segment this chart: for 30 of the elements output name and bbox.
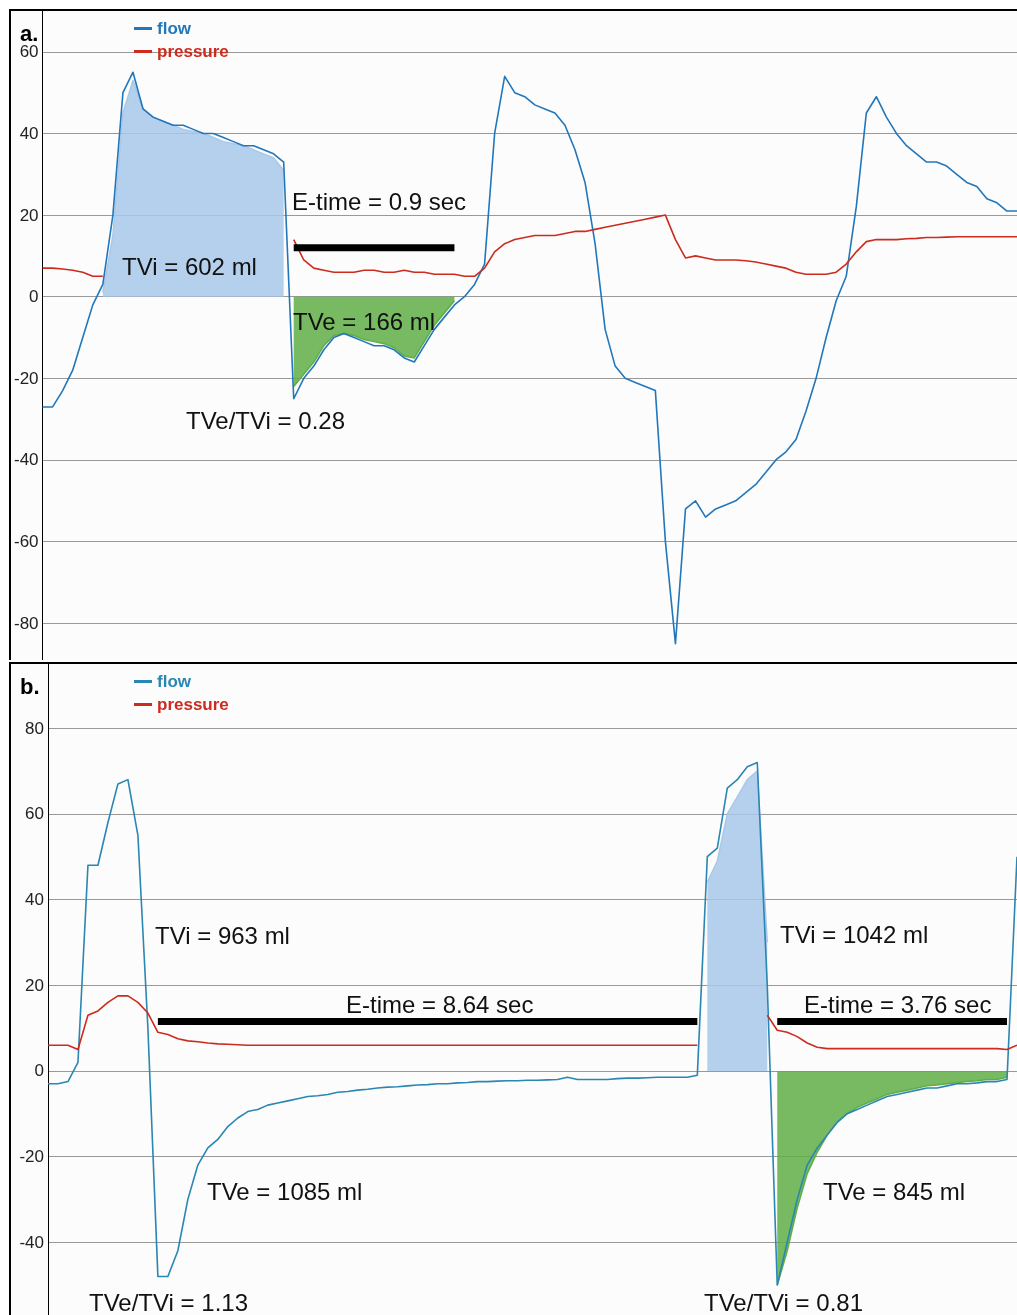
y-tick-label: 40 bbox=[19, 123, 39, 143]
annotation: TVe/TVi = 0.28 bbox=[186, 406, 345, 434]
y-tick-label: 80 bbox=[25, 718, 44, 738]
y-tick-label: -20 bbox=[13, 368, 39, 388]
legend-label: pressure bbox=[157, 42, 229, 61]
legend-label: flow bbox=[157, 19, 192, 38]
y-tick-label: 40 bbox=[25, 890, 44, 910]
annotation: TVi = 963 ml bbox=[155, 921, 290, 949]
annotation: E-time = 8.64 sec bbox=[346, 990, 534, 1018]
y-tick-label: 20 bbox=[25, 975, 44, 995]
annotation: TVe/TVi = 1.13 bbox=[89, 1288, 248, 1315]
y-tick-label: -20 bbox=[19, 1147, 44, 1167]
annotation: TVi = 602 ml bbox=[122, 252, 257, 280]
annotation: TVi = 1042 ml bbox=[780, 920, 929, 948]
y-tick-label: -60 bbox=[13, 532, 39, 552]
annotation: E-time = 3.76 sec bbox=[804, 990, 992, 1018]
y-tick-label: 20 bbox=[19, 205, 39, 225]
annotation: TVe/TVi = 0.81 bbox=[704, 1288, 863, 1315]
chart-title: b. bbox=[20, 673, 40, 699]
legend-label: pressure bbox=[157, 695, 229, 714]
y-tick-label: 0 bbox=[29, 287, 39, 307]
annotation: TVe = 845 ml bbox=[823, 1177, 966, 1205]
annotation: E-time = 0.9 sec bbox=[292, 187, 467, 215]
annotation: TVe = 1085 ml bbox=[207, 1177, 363, 1205]
legend-label: flow bbox=[157, 672, 192, 691]
y-tick-label: -40 bbox=[19, 1232, 44, 1252]
y-tick-label: -40 bbox=[13, 450, 39, 470]
y-tick-label: 60 bbox=[25, 804, 44, 824]
y-tick-label: -80 bbox=[13, 613, 39, 633]
y-tick-label: 0 bbox=[34, 1061, 44, 1081]
